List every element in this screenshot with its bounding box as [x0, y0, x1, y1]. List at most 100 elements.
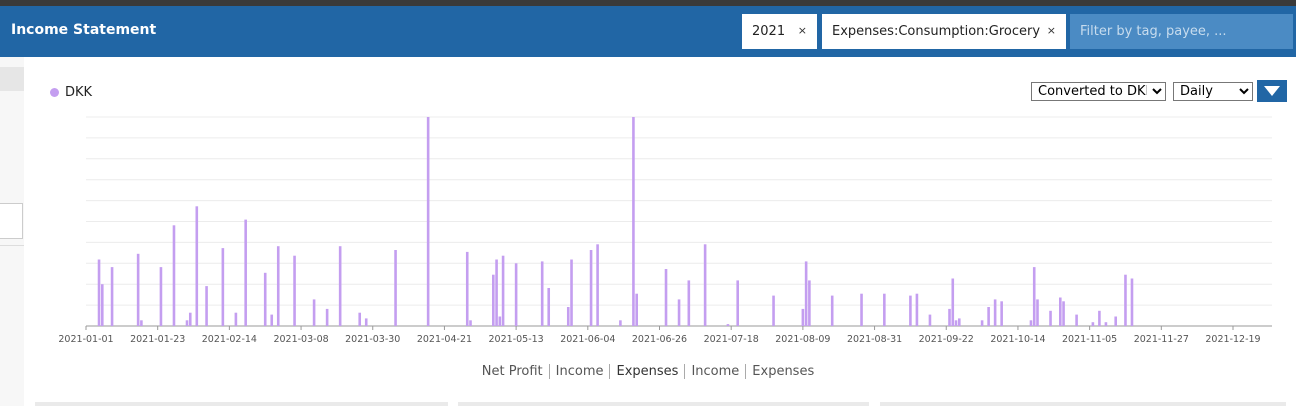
conversion-select[interactable]: Converted to DKK	[1031, 82, 1166, 101]
bar	[221, 248, 225, 326]
bar	[1130, 278, 1134, 326]
bar	[1062, 301, 1065, 326]
x-tick-label: 2021-10-14	[990, 334, 1045, 345]
bar	[501, 255, 505, 326]
bar	[358, 312, 362, 326]
bar	[1075, 314, 1078, 326]
tab-income[interactable]: Income	[555, 364, 604, 379]
close-icon[interactable]: ×	[797, 24, 807, 37]
bar	[263, 272, 267, 326]
bar	[957, 318, 961, 326]
bar	[1032, 267, 1036, 326]
bar	[469, 320, 472, 326]
bar	[185, 320, 189, 326]
tab-separator	[548, 364, 550, 379]
bar	[883, 293, 886, 326]
x-tick-label: 2021-05-13	[489, 334, 544, 345]
bar	[632, 117, 635, 326]
bar	[736, 280, 740, 326]
tab-expenses[interactable]: Expenses	[616, 364, 679, 379]
bar	[703, 244, 707, 326]
x-tick-label: 2021-06-04	[560, 334, 615, 345]
chart-legend[interactable]: DKK	[50, 85, 92, 100]
bar	[325, 308, 329, 326]
bar	[987, 307, 990, 326]
tab-income-alt[interactable]: Income	[691, 364, 740, 379]
filter-chip-label: 2021	[752, 24, 786, 39]
close-icon[interactable]: ×	[1046, 24, 1056, 37]
bar	[172, 225, 176, 326]
bar	[1000, 301, 1003, 326]
filter-chip-account[interactable]: Expenses:Consumption:Grocery ×	[822, 14, 1066, 49]
left-panel-tab[interactable]	[0, 67, 24, 91]
bar	[1049, 310, 1052, 326]
bar	[110, 267, 114, 326]
bar	[97, 259, 101, 326]
bar	[312, 299, 316, 326]
filter-chip-year[interactable]: 2021 ×	[742, 14, 817, 49]
x-tick-label: 2021-06-26	[632, 334, 687, 345]
bar	[772, 295, 775, 326]
bar	[928, 314, 932, 326]
bar	[635, 293, 638, 326]
chart-toggle-button[interactable]	[1257, 80, 1287, 102]
x-tick-label: 2021-01-01	[58, 334, 113, 345]
bar	[276, 246, 280, 326]
page-title: Income Statement	[11, 22, 157, 38]
bar	[830, 295, 834, 326]
x-tick-label: 2021-01-23	[130, 334, 185, 345]
bar	[244, 219, 247, 326]
bar	[566, 307, 570, 326]
bar	[188, 312, 192, 326]
bar	[664, 269, 668, 326]
bar	[394, 250, 397, 326]
app-header: Income Statement 2021 × Expenses:Consump…	[0, 6, 1296, 57]
bar	[804, 261, 808, 326]
bar	[338, 246, 342, 326]
tab-net-profit[interactable]: Net Profit	[481, 364, 543, 379]
tab-separator	[609, 364, 611, 379]
interval-select[interactable]: Daily	[1173, 82, 1253, 101]
bar	[159, 267, 163, 326]
bar	[1124, 274, 1127, 326]
x-tick-label: 2021-08-09	[775, 334, 830, 345]
panel-top-edge	[458, 402, 869, 406]
bar	[915, 293, 919, 326]
x-tick-label: 2021-07-18	[704, 334, 759, 345]
tab-separator	[745, 364, 747, 379]
bar	[547, 288, 551, 326]
x-tick-label: 2021-08-31	[847, 334, 902, 345]
bar	[364, 318, 368, 326]
bar	[677, 299, 681, 326]
bar	[205, 286, 208, 326]
x-tick-label: 2021-02-14	[202, 334, 257, 345]
bar	[801, 308, 805, 326]
bar	[1029, 320, 1033, 326]
tab-expenses-alt[interactable]: Expenses	[752, 364, 815, 379]
bar	[619, 320, 622, 326]
bar	[465, 251, 469, 326]
bar	[570, 259, 573, 326]
bar	[596, 244, 599, 326]
panel-top-edge	[35, 402, 448, 406]
bar	[1036, 299, 1039, 326]
bar	[1104, 322, 1108, 326]
bar	[954, 320, 958, 326]
bar	[860, 293, 863, 326]
bar	[808, 280, 811, 326]
chevron-down-icon	[1264, 86, 1280, 96]
bar	[1058, 297, 1062, 326]
bar	[1098, 310, 1101, 326]
bar	[293, 255, 296, 326]
bar	[980, 320, 984, 326]
bar	[270, 314, 274, 326]
bar	[687, 280, 691, 326]
filter-input[interactable]	[1070, 14, 1293, 49]
bar	[492, 274, 495, 326]
bar	[726, 324, 730, 326]
x-tick-label: 2021-04-21	[417, 334, 472, 345]
left-panel-input[interactable]	[0, 203, 23, 239]
bar	[498, 316, 502, 326]
bar	[140, 320, 143, 326]
